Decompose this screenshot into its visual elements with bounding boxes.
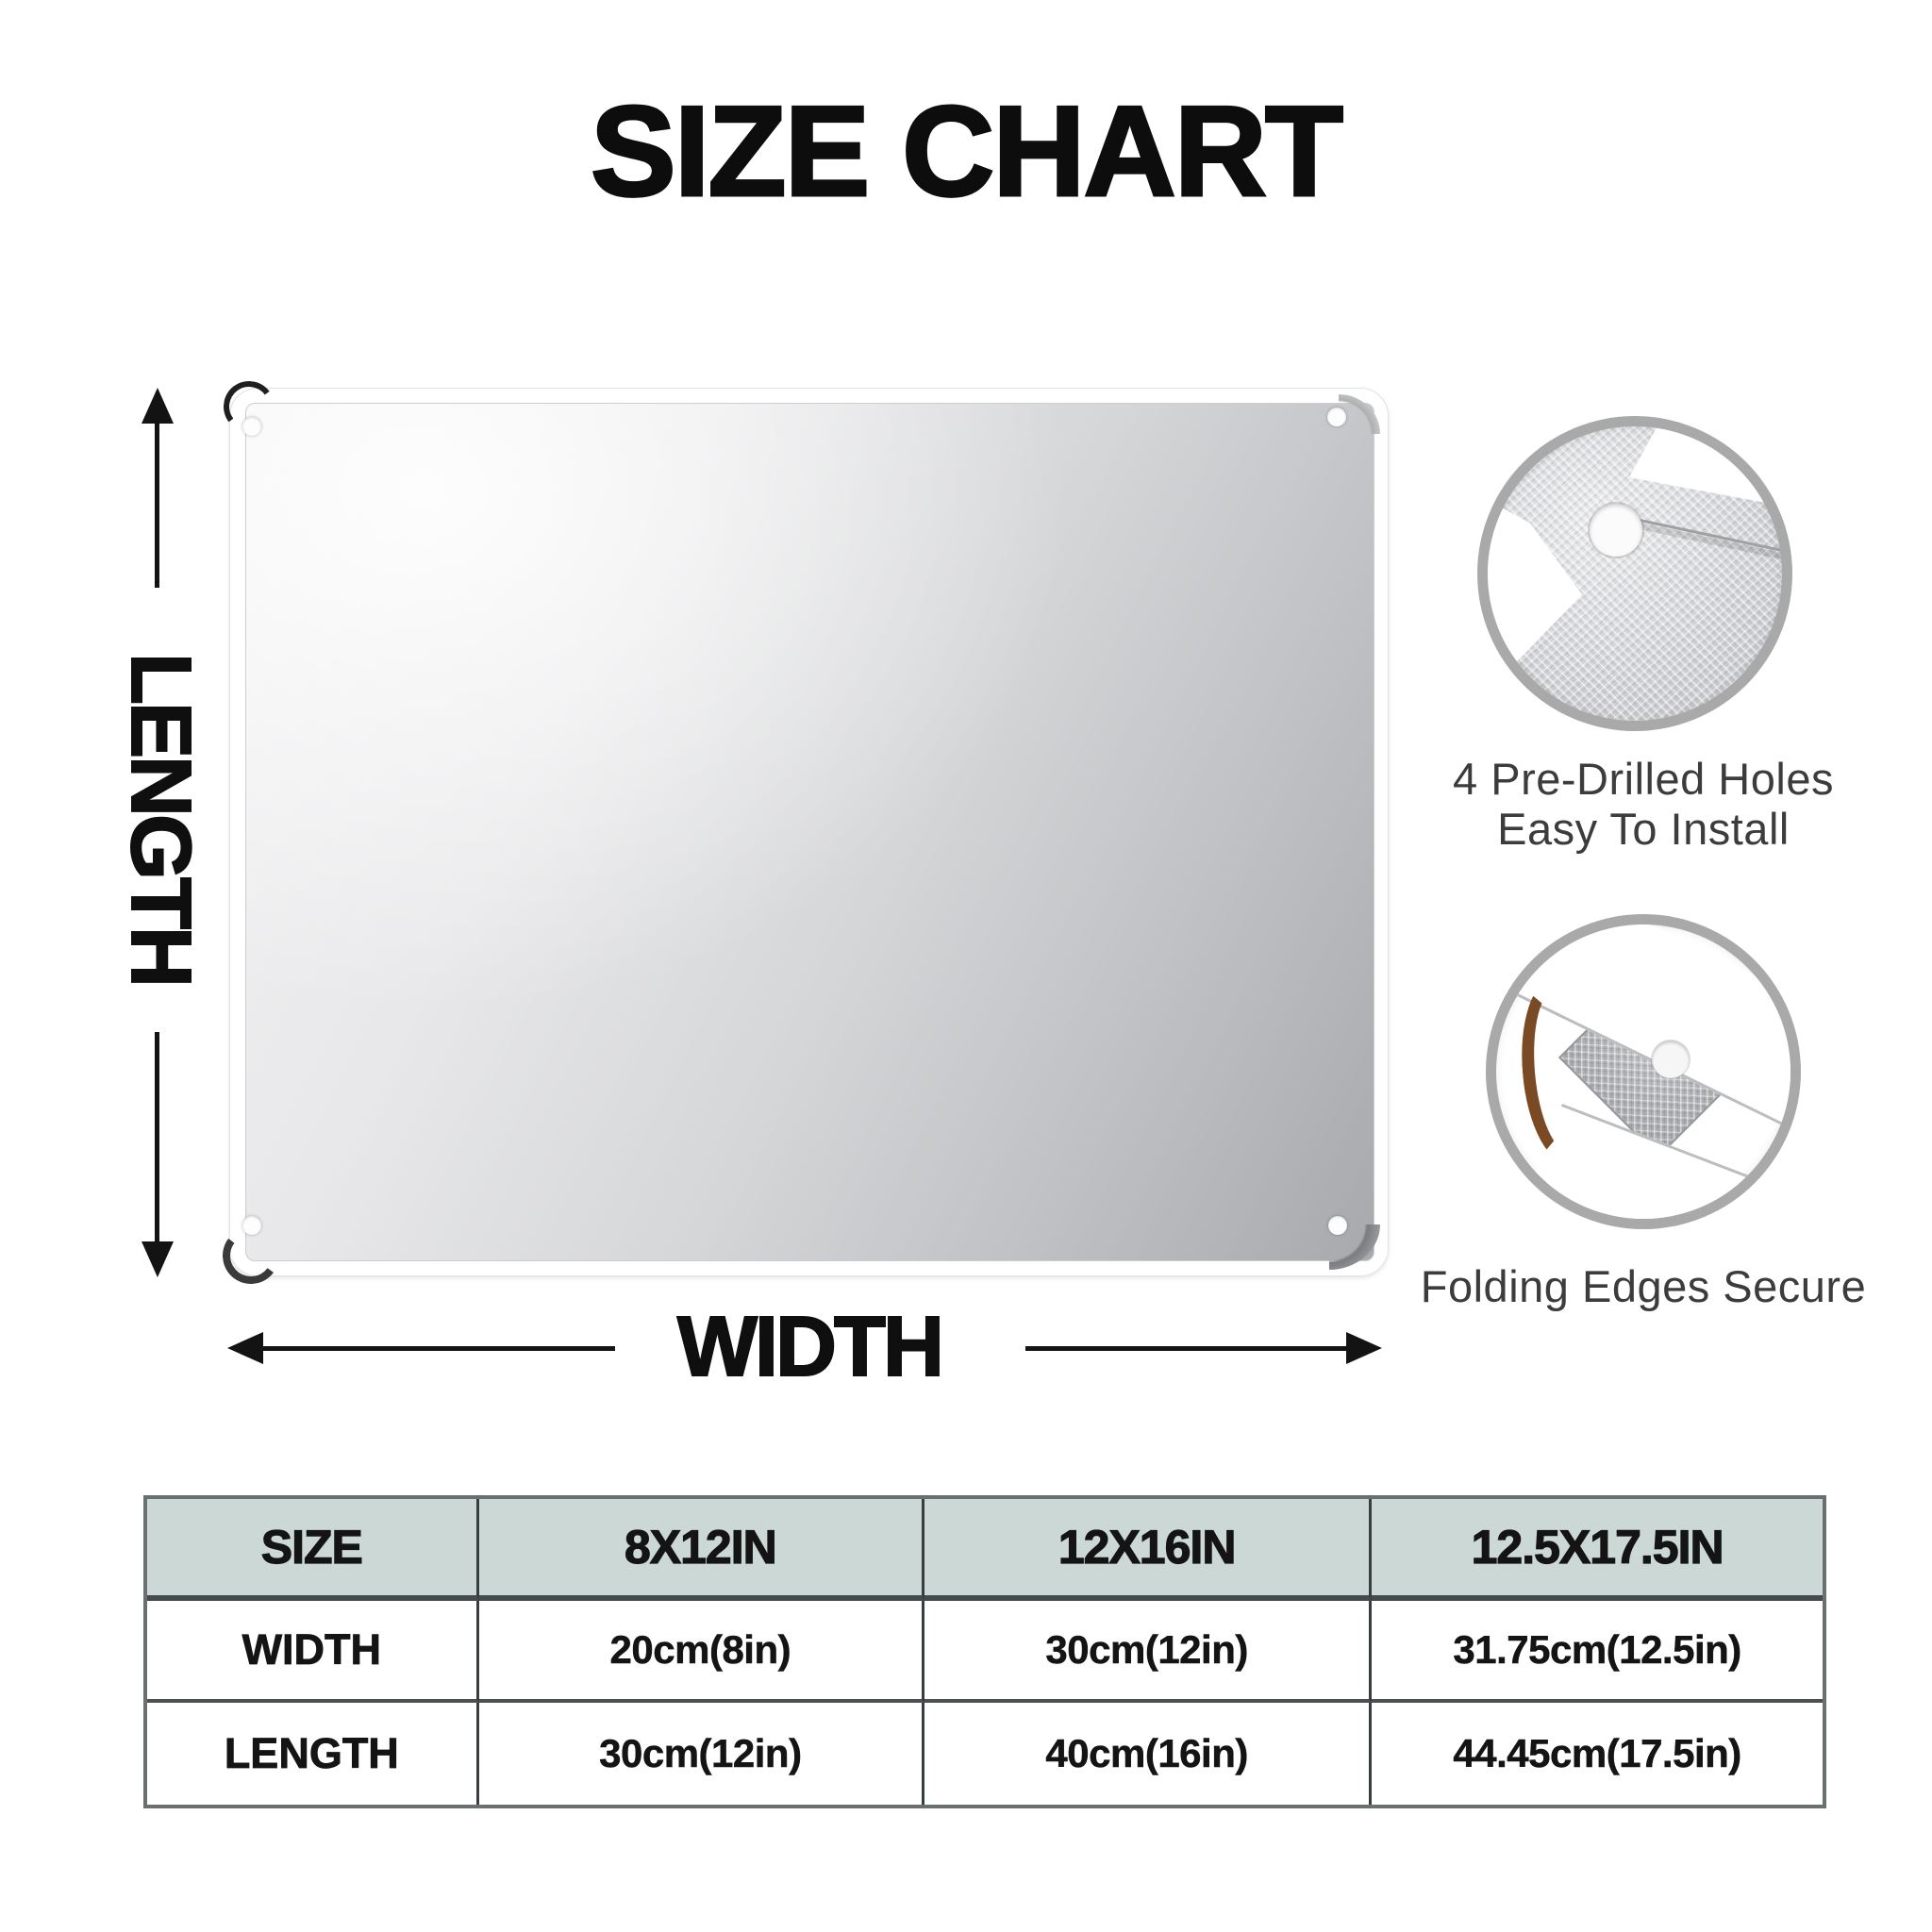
width-arrow-line (1025, 1346, 1347, 1351)
length-label: LENGTH (112, 652, 208, 986)
drilled-hole-icon (1590, 504, 1642, 557)
table-row-label: LENGTH (147, 1703, 479, 1805)
table-cell: 20cm(8in) (478, 1601, 925, 1703)
caption-line: 4 Pre-Drilled Holes (1453, 754, 1834, 804)
right-arrow-icon (1346, 1332, 1382, 1364)
table-header-12x16: 12X16IN (924, 1499, 1373, 1601)
table-cell: 31.75cm(12.5in) (1372, 1601, 1823, 1703)
left-arrow-icon (227, 1332, 263, 1364)
table-cell: 40cm(16in) (924, 1703, 1373, 1805)
table-header-size: SIZE (147, 1499, 479, 1601)
folding-edges-detail-circle (1496, 924, 1790, 1219)
folding-edges-caption: Folding Edges Secure (1379, 1261, 1907, 1312)
sign-board (219, 377, 1389, 1288)
table-header-8x12: 8X12IN (478, 1499, 925, 1601)
drilled-hole-icon (1652, 1041, 1690, 1078)
table-header-12-5x17-5: 12.5X17.5IN (1372, 1499, 1823, 1601)
pre-drilled-holes-caption: 4 Pre-Drilled Holes Easy To Install (1379, 754, 1907, 854)
table-cell: 30cm(12in) (478, 1703, 925, 1805)
caption-line: Easy To Install (1497, 803, 1790, 854)
pre-drilled-hole-icon (242, 417, 261, 436)
table-cell: 30cm(12in) (924, 1601, 1373, 1703)
table-cell: 44.45cm(17.5in) (1372, 1703, 1823, 1805)
caption-line: Folding Edges Secure (1420, 1261, 1867, 1311)
up-arrow-icon (142, 388, 174, 424)
width-label: WIDTH (676, 1300, 945, 1394)
sign-board-panel (245, 403, 1374, 1261)
table-row-label: WIDTH (147, 1601, 479, 1703)
size-table: SIZE 8X12IN 12X16IN 12.5X17.5IN WIDTH 20… (143, 1495, 1826, 1808)
pre-drilled-holes-detail-circle (1488, 426, 1782, 721)
folded-corner-icon (1488, 489, 1582, 681)
folded-corner-icon (1629, 426, 1782, 515)
corner-fold-icon (1329, 1224, 1380, 1270)
length-arrow-line (155, 422, 159, 588)
width-arrow-line (262, 1346, 615, 1351)
down-arrow-icon (142, 1241, 174, 1277)
corner-fold-icon (1339, 394, 1380, 434)
page-title: SIZE CHART (590, 79, 1345, 223)
pre-drilled-hole-icon (242, 1216, 261, 1235)
length-arrow-line (155, 1032, 159, 1243)
